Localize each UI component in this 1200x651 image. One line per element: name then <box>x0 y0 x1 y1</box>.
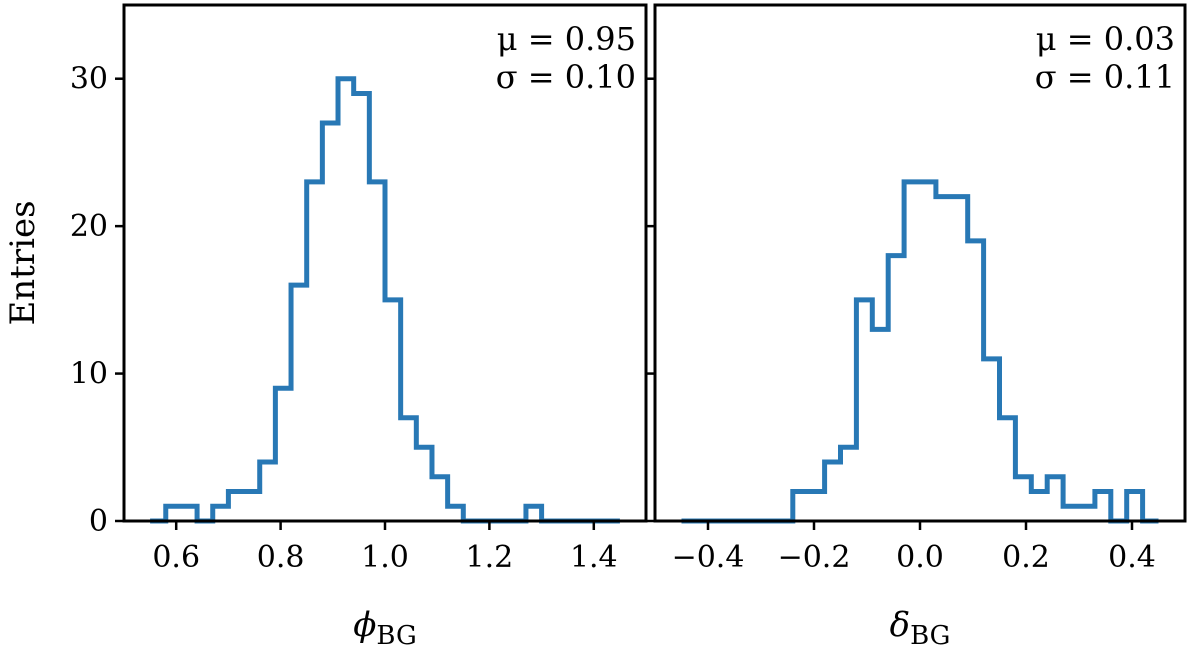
left-mu-stat: μ = 0.95 <box>497 20 636 58</box>
right-panel: −0.4 −0.2 0.0 0.2 0.4 μ = 0.03 σ = 0.11 δBG <box>646 3 1187 651</box>
left-panel: 0.6 0.8 1.0 1.2 1.4 0 10 20 30 μ = 0.95 σ = 0.1… <box>3 3 648 651</box>
histogram-series-delta <box>681 179 1159 524</box>
right-x-label-symbol: δ <box>890 605 910 645</box>
x-tick-label: 1.0 <box>361 540 409 575</box>
right-mu-stat: μ = 0.03 <box>1036 20 1175 58</box>
x-tick-label: 0.2 <box>1002 540 1050 575</box>
right-sigma-stat: σ = 0.11 <box>1035 58 1175 96</box>
y-tick-label: 30 <box>70 62 108 97</box>
left-sigma-stat: σ = 0.10 <box>496 58 636 96</box>
left-x-label-symbol: ϕ <box>353 605 376 645</box>
x-tick-label: 1.4 <box>570 540 618 575</box>
histogram-series-phi <box>150 76 620 524</box>
left-y-ticks: 0 10 20 30 <box>70 62 124 539</box>
x-tick-label: 0.4 <box>1108 540 1156 575</box>
left-x-ticks: 0.6 0.8 1.0 1.2 1.4 <box>152 521 618 575</box>
y-axis-label: Entries <box>3 200 43 325</box>
right-x-ticks: −0.4 −0.2 0.0 0.2 0.4 <box>672 521 1156 575</box>
x-tick-label: 0.6 <box>152 540 200 575</box>
y-tick-label: 20 <box>70 209 108 244</box>
left-x-axis-label: ϕBG <box>353 605 417 651</box>
left-x-label-subscript: BG <box>376 621 416 651</box>
right-x-axis-label: δBG <box>890 605 951 651</box>
x-tick-label: 0.8 <box>257 540 305 575</box>
x-tick-label: −0.2 <box>778 540 851 575</box>
right-y-ticks <box>646 77 655 523</box>
x-tick-label: −0.4 <box>672 540 745 575</box>
x-tick-label: 0.0 <box>896 540 944 575</box>
y-tick-label: 0 <box>89 504 108 539</box>
right-x-label-subscript: BG <box>910 621 950 651</box>
x-tick-label: 1.2 <box>466 540 514 575</box>
y-tick-label: 10 <box>70 357 108 392</box>
